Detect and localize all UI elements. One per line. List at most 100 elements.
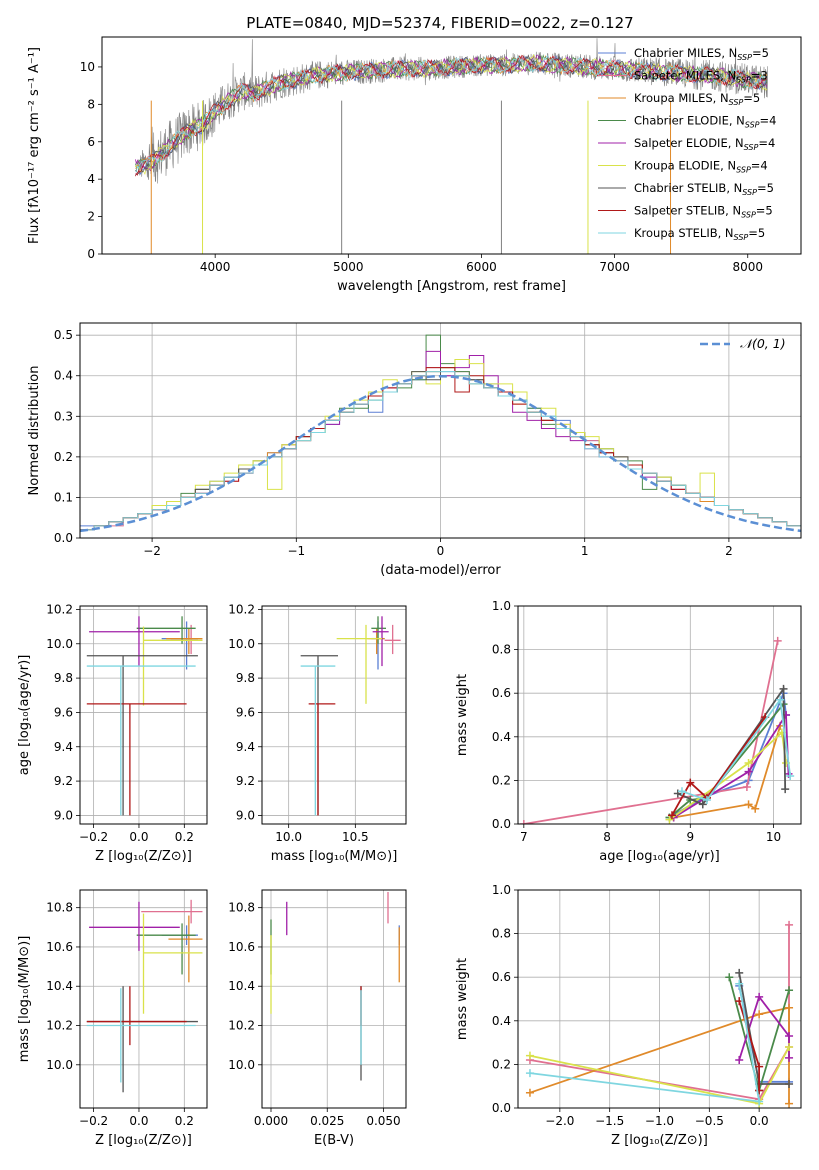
weight-marker xyxy=(742,782,751,791)
y-tick-label: 0 xyxy=(87,247,95,261)
y-tick-label: 10.0 xyxy=(46,1058,73,1072)
x-tick-label: 10.5 xyxy=(342,830,369,844)
y-tick-label: 0.2 xyxy=(492,773,511,787)
panel-age_vs_mass: 10.0 10.5 9.0 9.2 9.4 9.6 9.8 10.0 10.2 mass [log… xyxy=(228,602,407,864)
histogram-step xyxy=(80,371,801,538)
legend-label: Salpeter ELODIE, NSSP=4 xyxy=(634,136,775,152)
y-tick-label: 6 xyxy=(87,135,95,149)
x-tick-label: 2 xyxy=(725,544,733,558)
x-axis-label: age [log₁₀(age/yr)] xyxy=(599,849,720,864)
panel-weight_vs_age: 7 8 9 10 0.0 0.2 0.4 0.6 0.8 1.0 age [log₁₀(age/yr… xyxy=(455,599,802,864)
weight-marker xyxy=(785,1099,794,1108)
weight-marker xyxy=(755,992,764,1001)
x-tick-label: 8 xyxy=(603,830,611,844)
y-tick-label: 10.4 xyxy=(46,979,73,993)
y-tick-label: 0.6 xyxy=(492,686,511,700)
legend-label: Chabrier STELIB, NSSP=5 xyxy=(634,181,774,197)
x-axis-label: Z [log₁₀(Z/Z⊙)] xyxy=(95,1133,192,1148)
axes-frame xyxy=(101,36,802,255)
spectrum-model-line xyxy=(135,55,768,173)
x-tick-label: 4000 xyxy=(200,260,231,274)
weight-line xyxy=(681,697,792,802)
y-tick-label: 4 xyxy=(87,172,95,186)
spectrum-legend: Chabrier MILES, NSSP=5 Salpeter MILES, NS… xyxy=(598,46,776,242)
plot-area-mass_vs_ebv xyxy=(270,891,400,1081)
plot-area-mass_vs_Z xyxy=(86,899,203,1093)
weight-marker xyxy=(725,973,734,982)
y-tick-label: 9.4 xyxy=(236,740,255,754)
y-tick-label: 10.2 xyxy=(228,1019,255,1033)
y-tick-label: 9.8 xyxy=(54,671,73,685)
weight-marker xyxy=(744,800,753,809)
weight-marker xyxy=(786,772,795,781)
x-tick-label: 0.0 xyxy=(750,1114,769,1128)
weight-marker xyxy=(755,1097,764,1106)
axes-frame xyxy=(517,605,802,825)
x-tick-label: 0.050 xyxy=(366,1114,400,1128)
legend-label: Chabrier MILES, NSSP=5 xyxy=(634,46,769,62)
plot-area-residuals xyxy=(80,334,801,538)
x-axis-label: E(B-V) xyxy=(314,1133,354,1148)
axes-frame xyxy=(79,322,802,539)
weight-marker xyxy=(785,920,794,929)
weight-marker xyxy=(773,636,782,645)
y-tick-label: 0.1 xyxy=(54,490,73,504)
weight-marker xyxy=(686,778,695,787)
panel-age_vs_Z: −0.2 0.0 0.2 9.0 9.2 9.4 9.6 9.8 10.0 10.2 Z [log₁… xyxy=(17,602,208,864)
y-tick-label: 0.0 xyxy=(54,531,73,545)
x-tick-label: 0.025 xyxy=(310,1114,344,1128)
y-tick-label: 0.0 xyxy=(492,1101,511,1115)
y-tick-label: 10.8 xyxy=(228,901,255,915)
y-tick-label: 10.4 xyxy=(228,979,255,993)
weight-marker xyxy=(735,968,744,977)
y-tick-label: 10.6 xyxy=(46,940,73,954)
y-tick-label: 0.8 xyxy=(492,927,511,941)
y-tick-label: 8 xyxy=(87,97,95,111)
x-tick-label: 10 xyxy=(766,830,781,844)
x-tick-label: 0.0 xyxy=(129,1114,148,1128)
axes-frame xyxy=(79,889,208,1109)
x-tick-label: 5000 xyxy=(333,260,364,274)
y-tick-label: 10.6 xyxy=(228,940,255,954)
y-tick-label: 10.2 xyxy=(46,1019,73,1033)
y-axis-label: age [log₁₀(age/yr)] xyxy=(17,655,32,776)
weight-marker xyxy=(744,767,753,776)
weight-marker xyxy=(785,1042,794,1051)
gaussian-curve xyxy=(80,374,801,533)
x-tick-label: −2 xyxy=(143,544,161,558)
weight-marker xyxy=(751,804,760,813)
y-tick-label: 10.0 xyxy=(46,637,73,651)
y-axis-label: mass weight xyxy=(455,958,470,1040)
x-tick-label: −1.5 xyxy=(595,1114,624,1128)
y-tick-label: 9.2 xyxy=(54,774,73,788)
y-tick-label: 10.8 xyxy=(46,901,73,915)
y-tick-label: 0.8 xyxy=(492,643,511,657)
panel-weight_vs_Z: −2.0 −1.5 −1.0 −0.5 0.0 0.0 0.2 0.4 0.6 0.8 1.0 Z [… xyxy=(455,883,802,1148)
y-axis-label: Normed distribution xyxy=(27,366,42,496)
legend-label: Chabrier ELODIE, NSSP=4 xyxy=(634,114,776,130)
y-tick-label: 0.4 xyxy=(492,1014,511,1028)
x-tick-label: −0.2 xyxy=(79,830,108,844)
y-tick-label: 10.0 xyxy=(228,637,255,651)
y-tick-label: 10.2 xyxy=(46,602,73,616)
y-axis-label: mass [log₁₀(M/M⊙)] xyxy=(17,936,32,1063)
x-tick-label: 9 xyxy=(686,830,694,844)
plot-area-age_vs_Z xyxy=(86,616,203,816)
weight-marker xyxy=(525,1069,534,1078)
x-tick-label: 8000 xyxy=(732,260,763,274)
weight-marker xyxy=(755,1010,764,1019)
y-tick-label: 2 xyxy=(87,210,95,224)
y-tick-label: 10 xyxy=(80,60,95,74)
weight-marker xyxy=(776,695,785,704)
axes-frame xyxy=(261,605,407,825)
x-tick-label: 7000 xyxy=(599,260,630,274)
weight-marker xyxy=(702,796,711,805)
weight-marker xyxy=(519,820,528,824)
panel-spectrum: 4000 5000 6000 7000 8000 0 2 4 6 8 10 wavelength [A… xyxy=(27,36,802,294)
plot-area-weight_vs_Z xyxy=(525,920,794,1108)
y-tick-label: 9.0 xyxy=(54,808,73,822)
x-axis-label: mass [log₁₀(M/M⊙)] xyxy=(271,849,398,864)
x-tick-label: 6000 xyxy=(466,260,497,274)
x-tick-label: 0.2 xyxy=(175,1114,194,1128)
